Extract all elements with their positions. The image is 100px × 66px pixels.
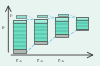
Bar: [58, 14, 68, 16]
Bar: [34, 19, 47, 41]
Bar: [14, 20, 26, 23]
Bar: [76, 17, 88, 20]
Bar: [55, 17, 68, 21]
Bar: [37, 15, 47, 17]
Bar: [76, 29, 88, 30]
Text: $E^*$: $E^*$: [1, 25, 7, 32]
Bar: [14, 20, 26, 49]
Bar: [55, 34, 68, 37]
Text: E*-$\varepsilon_2$: E*-$\varepsilon_2$: [36, 58, 45, 65]
Bar: [14, 49, 26, 53]
Bar: [16, 15, 26, 18]
Text: E*-$\varepsilon_3$: E*-$\varepsilon_3$: [57, 58, 66, 65]
Bar: [34, 19, 47, 23]
Bar: [55, 17, 68, 34]
Bar: [34, 41, 47, 44]
Text: E*-$\varepsilon_1$: E*-$\varepsilon_1$: [15, 58, 24, 65]
Text: $E^*$: $E^*$: [9, 12, 14, 20]
Bar: [76, 17, 88, 29]
